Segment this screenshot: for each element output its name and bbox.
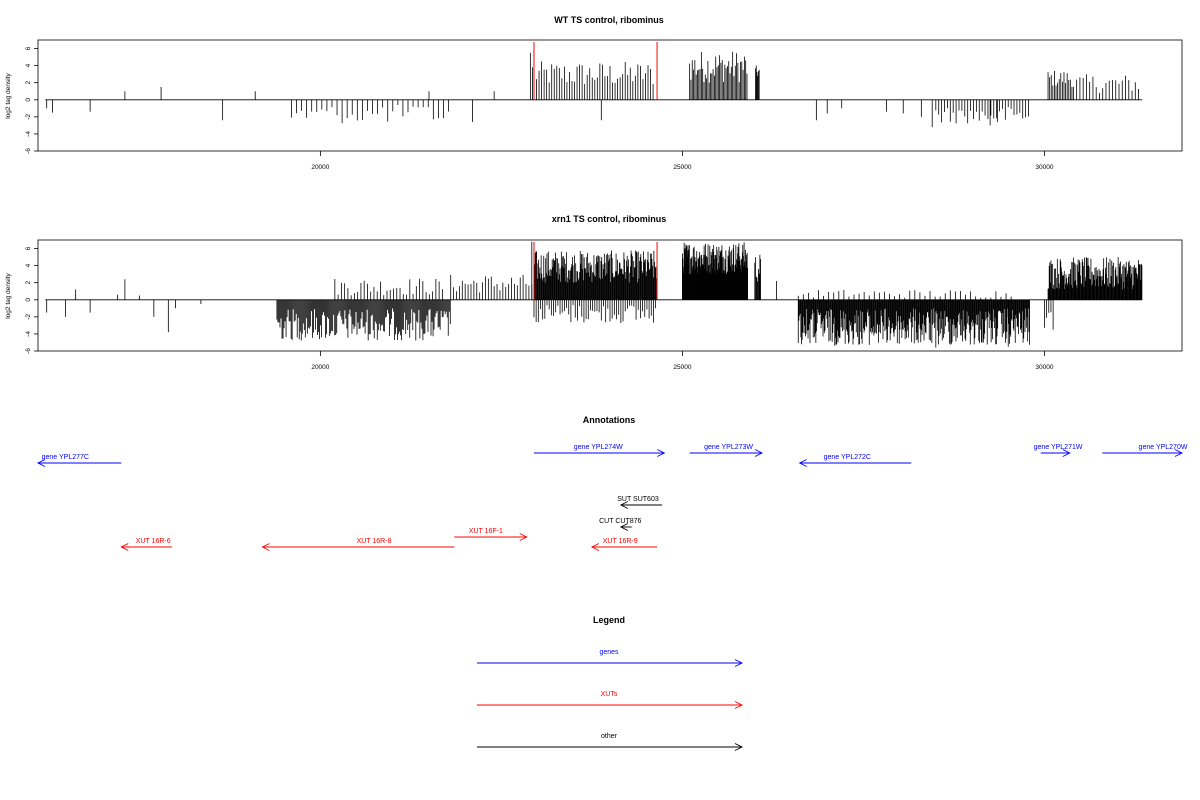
annotation-item: SUT SUT603	[617, 496, 663, 509]
annotation-label: XUT 16R-6	[136, 538, 171, 545]
legend-label: XUTs	[601, 691, 618, 698]
annotation-label: gene YPL270W	[1139, 444, 1188, 451]
annotation-label: XUT 16F-1	[469, 528, 503, 535]
x-tick-label: 30000	[1035, 164, 1053, 171]
plot-frame-wt	[37, 39, 1183, 152]
annotation-item: XUT 16F-1	[454, 528, 528, 541]
annotation-item: gene YPL272C	[798, 454, 912, 467]
annotation-item: gene YPL270W	[1102, 444, 1188, 457]
legend-title: Legend	[593, 615, 625, 625]
annotation-label: gene YPL274W	[574, 444, 623, 451]
legend-item: genes	[477, 649, 744, 667]
legend-arrowhead	[734, 743, 744, 751]
annotation-arrowhead	[619, 501, 629, 509]
annotation-label: gene YPL272C	[824, 454, 871, 461]
annotation-label: SUT SUT603	[617, 496, 659, 503]
annotation-label: gene YPL277C	[42, 454, 89, 461]
y-ticks-wt: -6 -4 -2 0 2 4 6	[25, 46, 38, 154]
annotation-arrowhead	[619, 523, 629, 531]
y-ticks-xrn1: -6 -4 -2 0 2 4 6	[25, 246, 38, 354]
panel-wt: WT TS control, ribominus log2 tag densit…	[5, 15, 1183, 171]
annotation-label: gene YPL271W	[1034, 444, 1083, 451]
x-tick-label: 20000	[311, 164, 329, 171]
x-tick-label: 25000	[673, 164, 691, 171]
y-tick-label: -6	[25, 348, 32, 354]
y-tick-label: 4	[25, 63, 32, 67]
annotation-arrowhead	[590, 543, 600, 551]
annotation-arrowhead	[754, 449, 764, 457]
annotation-arrowhead	[657, 449, 666, 457]
annotation-item: gene YPL273W	[689, 444, 764, 457]
x-tick-label: 20000	[311, 364, 329, 371]
annotation-item: gene YPL271W	[1034, 444, 1083, 457]
y-tick-label: -2	[25, 114, 32, 120]
x-ticks-wt: 20000 25000 30000	[311, 151, 1054, 171]
y-tick-label: 4	[25, 263, 32, 267]
annotation-arrowhead	[1174, 449, 1184, 457]
y-tick-label: -4	[25, 331, 32, 337]
y-tick-label: -6	[25, 148, 32, 154]
markers-wt	[533, 42, 658, 100]
legend-arrowhead	[734, 659, 744, 667]
legend-item: XUTs	[477, 691, 744, 709]
annotation-item: XUT 16R-8	[261, 538, 455, 551]
annotation-label: XUT 16R-9	[603, 538, 638, 545]
y-axis-label-wt: log2 tag density	[5, 72, 12, 118]
bars-wt	[45, 51, 1143, 128]
panel-title-xrn1: xrn1 TS control, ribominus	[552, 214, 667, 224]
annotation-arrowhead	[1062, 449, 1071, 457]
y-tick-label: 0	[25, 98, 32, 102]
y-tick-label: 0	[25, 298, 32, 302]
y-tick-label: 6	[25, 246, 32, 250]
plot-frame-xrn1	[37, 239, 1183, 352]
annotation-arrowhead	[798, 459, 807, 467]
annotation-item: gene YPL274W	[533, 444, 666, 457]
panel-title-wt: WT TS control, ribominus	[554, 15, 664, 25]
markers-xrn1	[533, 242, 658, 300]
x-tick-label: 25000	[673, 364, 691, 371]
legend-label: genes	[599, 649, 619, 656]
annotation-arrowhead	[261, 543, 270, 551]
y-tick-label: 6	[25, 46, 32, 50]
legend-item: other	[477, 733, 744, 751]
y-axis-label-xrn1: log2 tag density	[5, 272, 12, 318]
panel-xrn1: xrn1 TS control, ribominus log2 tag dens…	[5, 214, 1183, 371]
x-tick-label: 30000	[1035, 364, 1053, 371]
y-tick-label: -2	[25, 314, 32, 320]
annotation-label: CUT CUT876	[599, 518, 641, 525]
annotation-arrowhead	[120, 543, 129, 551]
annotation-tracks: gene YPL277C gene YPL274W gene YPL273W gene…	[36, 444, 1188, 551]
y-tick-label: -4	[25, 131, 32, 137]
annotation-label: gene YPL273W	[704, 444, 753, 451]
annotation-arrowhead	[519, 533, 528, 541]
annotation-item: XUT 16R-6	[120, 538, 172, 551]
legend-items: genes XUTs other	[477, 649, 744, 751]
bars-xrn1	[45, 241, 1143, 348]
legend-label: other	[601, 733, 618, 740]
legend-panel: Legend genes XUTs other	[477, 615, 744, 751]
annotation-item: CUT CUT876	[599, 518, 642, 531]
x-ticks-xrn1: 20000 25000 30000	[311, 351, 1054, 371]
y-tick-label: 2	[25, 281, 32, 285]
annotation-item: XUT 16R-9	[590, 538, 658, 551]
annotation-item: gene YPL277C	[36, 454, 122, 467]
annotations-title: Annotations	[583, 415, 636, 425]
annotation-arrowhead	[36, 459, 46, 467]
legend-arrowhead	[734, 701, 744, 709]
y-tick-label: 2	[25, 81, 32, 85]
annotation-label: XUT 16R-8	[357, 538, 392, 545]
